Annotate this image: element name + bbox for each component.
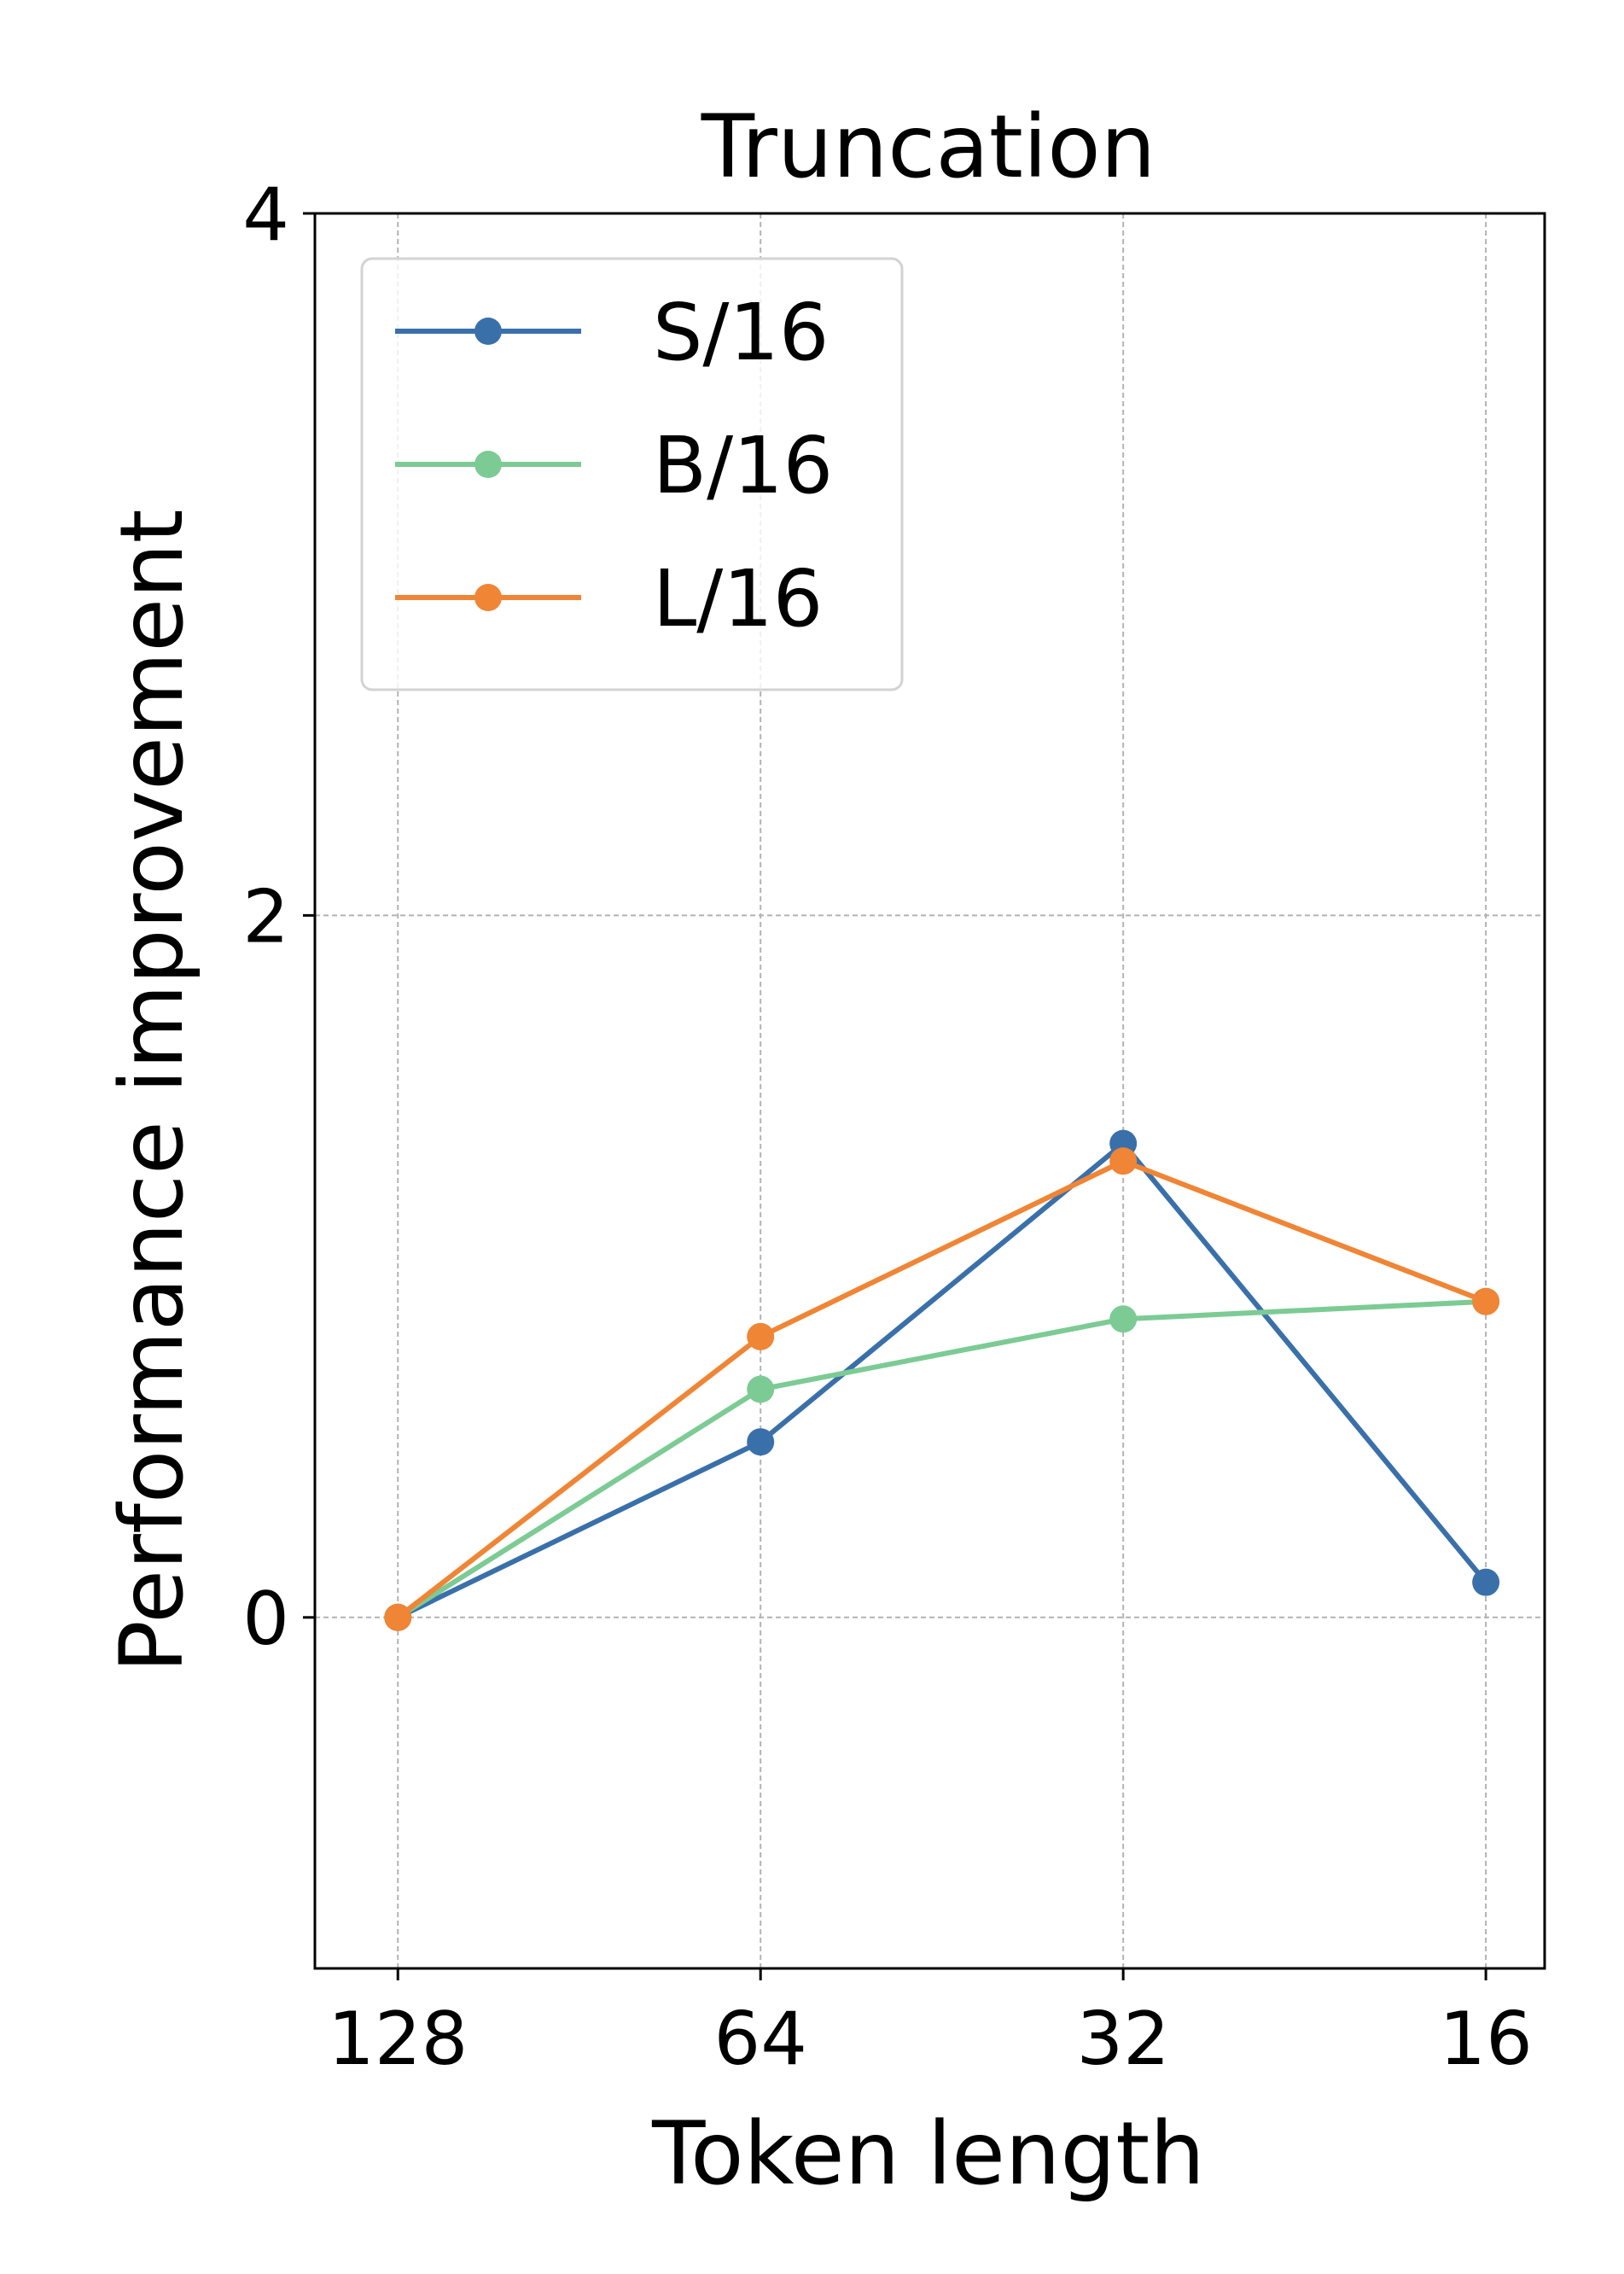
data-point — [1472, 1568, 1500, 1596]
x-tick-label: 32 — [1076, 1997, 1169, 2082]
legend-item: B/16 — [395, 420, 833, 511]
x-tick-label: 64 — [713, 1997, 806, 2082]
series-line — [396, 1158, 1487, 1620]
legend-label: S/16 — [653, 287, 829, 378]
x-axis: 128 64 32 16 — [328, 1968, 1533, 2082]
legend-marker — [474, 451, 502, 478]
y-axis: 0 2 4 — [242, 172, 315, 1662]
legend-marker — [474, 584, 502, 611]
x-tick-label: 16 — [1439, 1997, 1532, 2082]
y-axis-label: Performance improvement — [102, 509, 203, 1672]
data-point — [747, 1375, 775, 1403]
series-B/16 — [384, 1287, 1500, 1631]
legend: S/16 B/16 L/16 — [360, 257, 904, 691]
x-tick-label: 128 — [328, 1997, 468, 2082]
series-line — [396, 1140, 1488, 1620]
series-L/16 — [384, 1147, 1500, 1631]
data-point — [1109, 1305, 1138, 1333]
data-point — [1472, 1287, 1500, 1315]
data-point — [384, 1603, 412, 1631]
series-line — [396, 1298, 1487, 1620]
y-tick-label: 0 — [242, 1577, 289, 1662]
legend-box — [360, 257, 904, 691]
legend-label: L/16 — [653, 553, 823, 644]
series-layer — [384, 1129, 1500, 1631]
data-point — [747, 1322, 775, 1350]
legend-item: S/16 — [395, 287, 829, 378]
legend-item: L/16 — [395, 553, 823, 644]
legend-marker — [474, 318, 502, 345]
y-tick-label: 4 — [242, 172, 289, 258]
x-axis-label: Token length — [651, 2103, 1205, 2205]
data-point — [1109, 1147, 1138, 1175]
series-S/16 — [384, 1129, 1500, 1631]
data-point — [747, 1428, 775, 1456]
legend-label: B/16 — [653, 420, 833, 511]
plot-frame — [313, 212, 1546, 1970]
y-tick-label: 2 — [242, 874, 289, 959]
chart-title: Truncation — [701, 96, 1156, 198]
